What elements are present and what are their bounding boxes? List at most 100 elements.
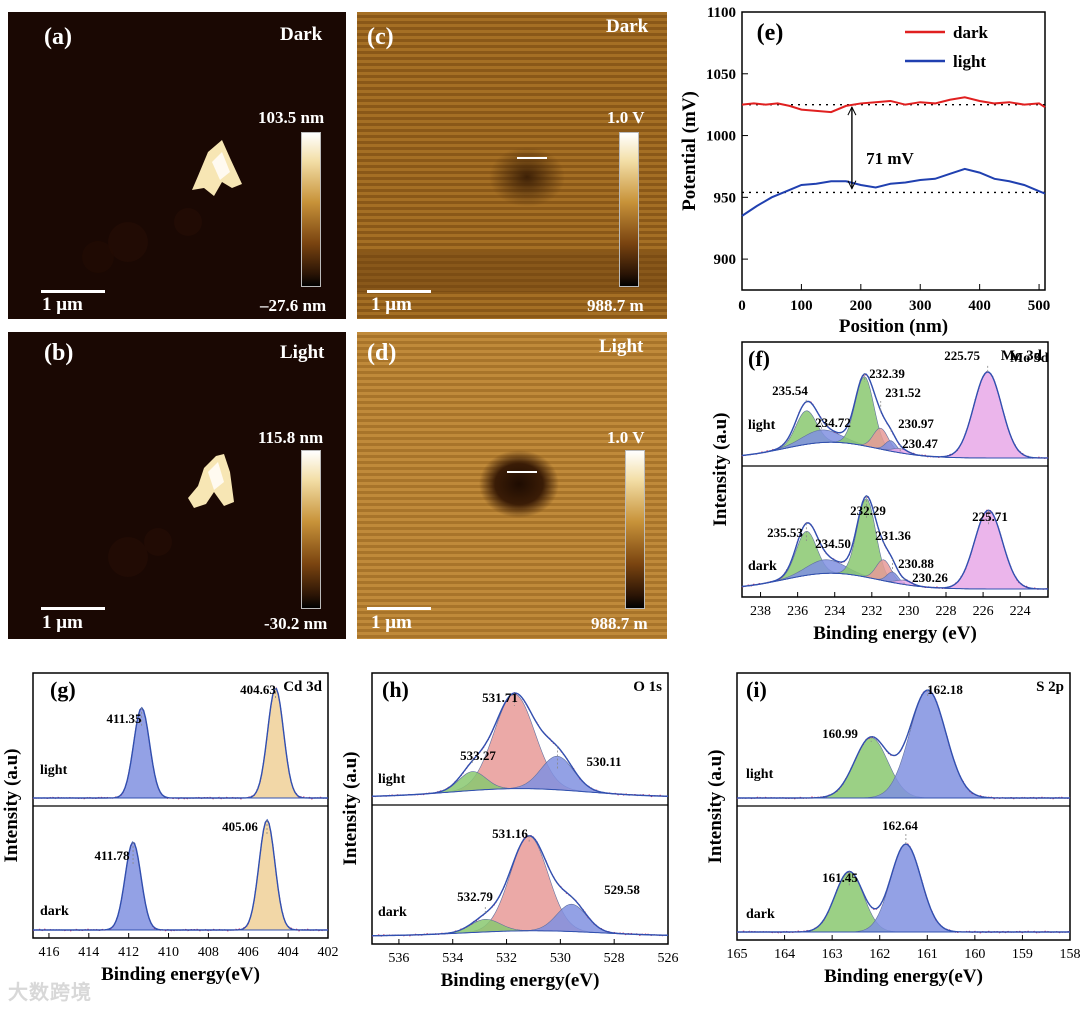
chart-f-dark-envelope — [741, 495, 1049, 590]
chart-g-dark-component-1 — [33, 819, 328, 931]
panel-a-condition: Dark — [280, 24, 323, 45]
panel-c-cb-min: 988.7 m — [587, 296, 644, 315]
chart-i-xtick-label: 159 — [1012, 947, 1033, 962]
chart-e-arrowhead-bottom — [847, 180, 857, 190]
panel-b-condition: Light — [280, 342, 325, 363]
chart-g-dark-peak-label: 411.78 — [94, 848, 130, 863]
chart-i-dark-peak-label: 162.64 — [882, 818, 918, 833]
panel-b-cb-max: 115.8 nm — [258, 428, 324, 447]
panel-b-scale-label: 1 μm — [42, 612, 83, 633]
chart-e-ylabel: Potential (mV) — [679, 91, 700, 211]
chart-h-panel-label: (h) — [382, 677, 409, 702]
panel-b-scalebar — [41, 607, 105, 610]
chart-e-xtick-label: 200 — [850, 298, 873, 314]
chart-g-xtick-label: 414 — [78, 945, 99, 960]
chart-h-xtick-label: 536 — [388, 951, 409, 966]
panel-b-label: (b) — [44, 340, 74, 366]
chart-f-dark-peak-label: 230.88 — [898, 556, 934, 571]
chart-f-light-peak-label: 230.47 — [902, 436, 938, 451]
chart-f-xtick-label: 238 — [750, 604, 771, 619]
panel-a-colorbar — [301, 132, 321, 287]
chart-g-light-peak-label: 411.35 — [106, 711, 142, 726]
chart-f-element-label: Mo 3d — [1001, 348, 1043, 364]
panel-c-scalebar — [367, 290, 431, 293]
chart-f-dark-peak-label: 234.50 — [815, 536, 851, 551]
chart-g-xtick-label: 404 — [278, 945, 299, 960]
chart-h-xtick-label: 528 — [604, 951, 625, 966]
chart-i-xtick-label: 163 — [822, 947, 843, 962]
chart-e-frame — [741, 11, 1046, 291]
chart-g-panel-label: (g) — [50, 677, 76, 702]
chart-e-xtick-label: 500 — [1028, 298, 1051, 314]
chart-f-dark-peak-label: 235.53 — [767, 525, 803, 540]
chart-g-light-label: light — [40, 763, 68, 778]
chart-f-xtick-label: 228 — [936, 604, 957, 619]
chart-g-dark-label: dark — [40, 904, 69, 919]
chart-i-xtick-label: 162 — [869, 947, 890, 962]
chart-h-xtick-label: 530 — [550, 951, 571, 966]
chart-i-dark-label: dark — [746, 907, 775, 922]
chart-g-xlabel: Binding energy(eV) — [101, 964, 260, 985]
panel-c-condition: Dark — [606, 16, 649, 37]
chart-h-xlabel: Binding energy(eV) — [441, 970, 600, 991]
chart-g-xtick-label: 410 — [158, 945, 179, 960]
watermark: 大数跨境 — [8, 980, 92, 1004]
chart-i-xtick-label: 165 — [727, 947, 748, 962]
chart-f-light-envelope — [741, 371, 1049, 459]
chart-e-legend-label-dark: dark — [953, 23, 989, 42]
chart-f-light-label: light — [748, 418, 776, 433]
chart-g-dark-envelope — [33, 818, 328, 931]
chart-g-light-peak-label: 404.63 — [240, 682, 276, 697]
chart-g-ylabel: Intensity (a.u) — [1, 748, 22, 862]
chart-g-xtick-label: 406 — [238, 945, 259, 960]
chart-f-dark-peak-label: 231.36 — [875, 528, 911, 543]
chart-h-light-baseline — [371, 788, 669, 797]
chart-f-xtick-label: 236 — [787, 604, 808, 619]
afm-image-a — [8, 12, 346, 319]
chart-h-frame — [371, 672, 669, 945]
chart-i-xlabel: Binding energy(eV) — [824, 966, 983, 987]
chart-e-panel-label: (e) — [757, 20, 784, 46]
chart-e-legend-label-light: light — [953, 52, 986, 71]
panel-a-label: (a) — [44, 24, 72, 50]
chart-i-light-label: light — [746, 767, 774, 782]
chart-i-panel-label: (i) — [746, 677, 767, 702]
chart-e-arrowhead-top — [847, 106, 857, 116]
panel-a-cb-min: –27.6 nm — [260, 296, 327, 315]
chart-f-light-peak-label: 234.72 — [815, 415, 851, 430]
chart-i-xtick-label: 160 — [964, 947, 985, 962]
chart-f-panel-label: (f) — [748, 346, 770, 371]
chart-h-xtick-label: 532 — [496, 951, 517, 966]
chart-f-light-baseline — [741, 441, 1049, 459]
panel-c-scale-label: 1 μm — [371, 294, 412, 315]
panel-a-scalebar — [41, 290, 105, 293]
chart-h-element-label: O 1s — [633, 679, 662, 695]
chart-e-series-light — [741, 167, 1046, 217]
chart-f-xtick-label: 226 — [973, 604, 994, 619]
chart-h-light-peak-label: 533.27 — [460, 748, 496, 763]
chart-f-xlabel: Binding energy (eV) — [813, 623, 977, 644]
chart-h-light-peak-label: 531.71 — [482, 690, 518, 705]
chart-f-ylabel: Intensity (a.u) — [710, 412, 731, 526]
kpfm-image-d — [357, 332, 667, 639]
chart-h-dark-label: dark — [378, 905, 407, 920]
panel-d-colorbar — [625, 450, 645, 609]
afm-panel-b: (b) Light 115.8 nm -30.2 nm 1 μm — [8, 332, 346, 639]
chart-f-dark-peak-label: 232.29 — [850, 503, 886, 518]
chart-f-xtick-label: 232 — [861, 604, 882, 619]
afm-panel-c: (c) Dark 1.0 V 988.7 m 1 μm — [357, 12, 667, 319]
chart-h-light-component-0 — [371, 693, 669, 797]
chart-f-xtick-label: 224 — [1010, 604, 1031, 619]
chart-f-dark-peak-label: 225.71 — [972, 509, 1008, 524]
chart-h-light-label: light — [378, 772, 406, 787]
chart-e-ytick-label: 1100 — [707, 5, 736, 21]
chart-e-xtick-label: 100 — [790, 298, 813, 314]
chart-h-light-peak-label: 530.11 — [586, 754, 621, 769]
panel-d-cb-min: 988.7 m — [591, 614, 648, 633]
chart-f-light-peak-label: 231.52 — [885, 385, 921, 400]
chart-f-xtick-label: 230 — [898, 604, 919, 619]
chart-f-element-inline: Mo 3d — [1010, 351, 1049, 366]
chart-e-ytick-label: 950 — [714, 190, 737, 206]
chart-i-xtick-label: 164 — [774, 947, 795, 962]
chart-f-light-peak-label: 235.54 — [772, 383, 808, 398]
